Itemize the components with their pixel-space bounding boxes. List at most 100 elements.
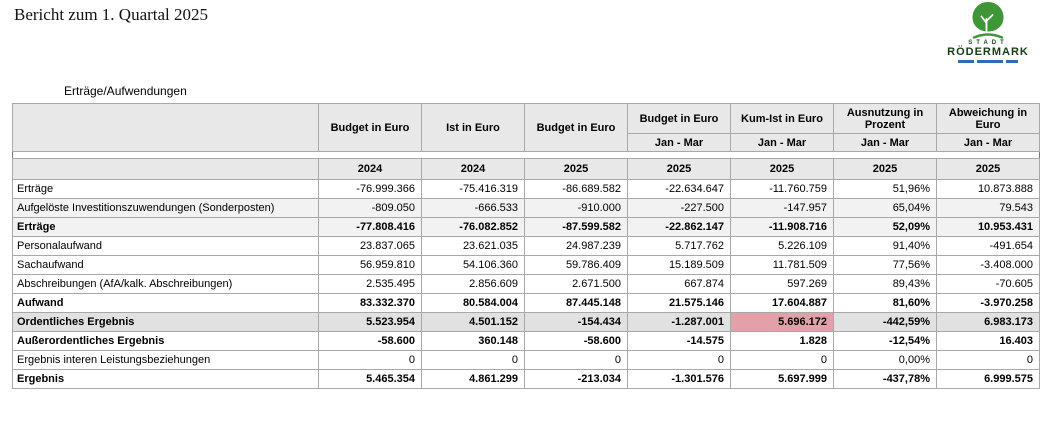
cell: 77,56%: [833, 255, 937, 275]
cell: -11.908.716: [730, 217, 834, 237]
cell: -58.600: [318, 331, 422, 351]
cell: -3.408.000: [936, 255, 1040, 275]
table-row: Ergebnis 5.465.354 4.861.299 -213.034 -1.301…: [12, 369, 1040, 389]
cell: 23.837.065: [318, 236, 422, 256]
cell: 79.543: [936, 198, 1040, 218]
cell: 0: [936, 350, 1040, 370]
year-header: 2025: [936, 158, 1040, 180]
cell: 11.781.509: [730, 255, 834, 275]
cell: 667.874: [627, 274, 731, 294]
column-header: Ist in Euro: [421, 103, 525, 152]
row-label: Ergebnis: [12, 369, 319, 389]
column-header: Budget in Euro: [318, 103, 422, 152]
cell: 5.717.762: [627, 236, 731, 256]
cell: 80.584.004: [421, 293, 525, 313]
year-header: 2025: [627, 158, 731, 180]
column-header: Budget in Euro: [524, 103, 628, 152]
cell: -666.533: [421, 198, 525, 218]
row-label: Erträge: [12, 217, 319, 237]
row-label: Personalaufwand: [12, 236, 319, 256]
cell: 0: [421, 350, 525, 370]
cell: 1.828: [730, 331, 834, 351]
cell: -87.599.582: [524, 217, 628, 237]
cell: -910.000: [524, 198, 628, 218]
header-row-periods: Jan - Mar Jan - Mar Jan - Mar Jan - Mar: [13, 133, 1040, 152]
year-header: 2025: [524, 158, 628, 180]
cell: 81,60%: [833, 293, 937, 313]
section-label: Erträge/Aufwendungen: [64, 84, 187, 98]
cell: 16.403: [936, 331, 1040, 351]
cell: -437,78%: [833, 369, 937, 389]
logo-stadt-text: STADT: [968, 40, 1008, 46]
table-row: Außerordentliches Ergebnis -58.600 360.148…: [12, 331, 1040, 351]
cell: 2.671.500: [524, 274, 628, 294]
spacer-row: [12, 151, 1040, 159]
header-row-labels: Budget in Euro Ist in Euro Budget in Euro B…: [12, 103, 1040, 152]
cell: 2.856.609: [421, 274, 525, 294]
row-label: Ordentliches Ergebnis: [12, 312, 319, 332]
cell: -77.808.416: [318, 217, 422, 237]
cell: 17.604.887: [730, 293, 834, 313]
cell: 4.861.299: [421, 369, 525, 389]
header-row-years: 2024 2024 2025 2025 2025 2025 2025: [12, 158, 1040, 180]
cell: 59.786.409: [524, 255, 628, 275]
cell: 5.523.954: [318, 312, 422, 332]
cell: -809.050: [318, 198, 422, 218]
table-row: Ergebnis interen Leistungsbeziehungen 0 0 0…: [12, 350, 1040, 370]
cell: -1.287.001: [627, 312, 731, 332]
cell: 83.332.370: [318, 293, 422, 313]
cell: 0: [524, 350, 628, 370]
cell: -227.500: [627, 198, 731, 218]
cell: -3.970.258: [936, 293, 1040, 313]
row-label: Aufwand: [12, 293, 319, 313]
period-header: Jan - Mar: [627, 133, 731, 152]
cell: 5.465.354: [318, 369, 422, 389]
row-label: Außerordentliches Ergebnis: [12, 331, 319, 351]
logo: STADT RÖDERMARK: [932, 0, 1044, 63]
column-header: Abweichung in Euro: [936, 103, 1040, 134]
cell: 24.987.239: [524, 236, 628, 256]
cell: -11.760.759: [730, 179, 834, 199]
period-header: Jan - Mar: [730, 133, 834, 152]
page-title: Bericht zum 1. Quartal 2025: [14, 5, 209, 24]
cell: -22.634.647: [627, 179, 731, 199]
cell: 10.953.431: [936, 217, 1040, 237]
row-label: Abschreibungen (AfA/kalk. Abschreibungen…: [12, 274, 319, 294]
cell: 52,09%: [833, 217, 937, 237]
year-header: [12, 158, 319, 180]
year-header: 2024: [421, 158, 525, 180]
cell: -442,59%: [833, 312, 937, 332]
cell: 15.189.509: [627, 255, 731, 275]
cell: -154.434: [524, 312, 628, 332]
table-row: Personalaufwand 23.837.065 23.621.035 24.98…: [12, 236, 1040, 256]
cell: -22.862.147: [627, 217, 731, 237]
table-row: Sachaufwand 56.959.810 54.106.360 59.786.40…: [12, 255, 1040, 275]
cell: 0: [730, 350, 834, 370]
cell: 10.873.888: [936, 179, 1040, 199]
cell: 4.501.152: [421, 312, 525, 332]
logo-roedermark-text: RÖDERMARK: [947, 46, 1029, 58]
table-row: Erträge -76.999.366 -75.416.319 -86.689.582…: [12, 179, 1040, 199]
cell: 51,96%: [833, 179, 937, 199]
cell: 6.999.575: [936, 369, 1040, 389]
table-row: Aufgelöste Investitionszuwendungen (Sond…: [12, 198, 1040, 218]
cell: -147.957: [730, 198, 834, 218]
row-label: Sachaufwand: [12, 255, 319, 275]
tree-icon: [972, 2, 1004, 39]
cell: 597.269: [730, 274, 834, 294]
cell: -1.301.576: [627, 369, 731, 389]
year-header: 2024: [318, 158, 422, 180]
cell: -75.416.319: [421, 179, 525, 199]
cell: 0,00%: [833, 350, 937, 370]
cell: -491.654: [936, 236, 1040, 256]
cell: 5.226.109: [730, 236, 834, 256]
logo-tagline: [932, 60, 1044, 63]
period-header: Jan - Mar: [936, 133, 1040, 152]
cell: 5.696.172: [730, 312, 834, 332]
year-header: 2025: [833, 158, 937, 180]
cell: 89,43%: [833, 274, 937, 294]
cell: 0: [318, 350, 422, 370]
cell: -76.082.852: [421, 217, 525, 237]
table-row: Aufwand 83.332.370 80.584.004 87.445.148 21.…: [12, 293, 1040, 313]
cell: 23.621.035: [421, 236, 525, 256]
